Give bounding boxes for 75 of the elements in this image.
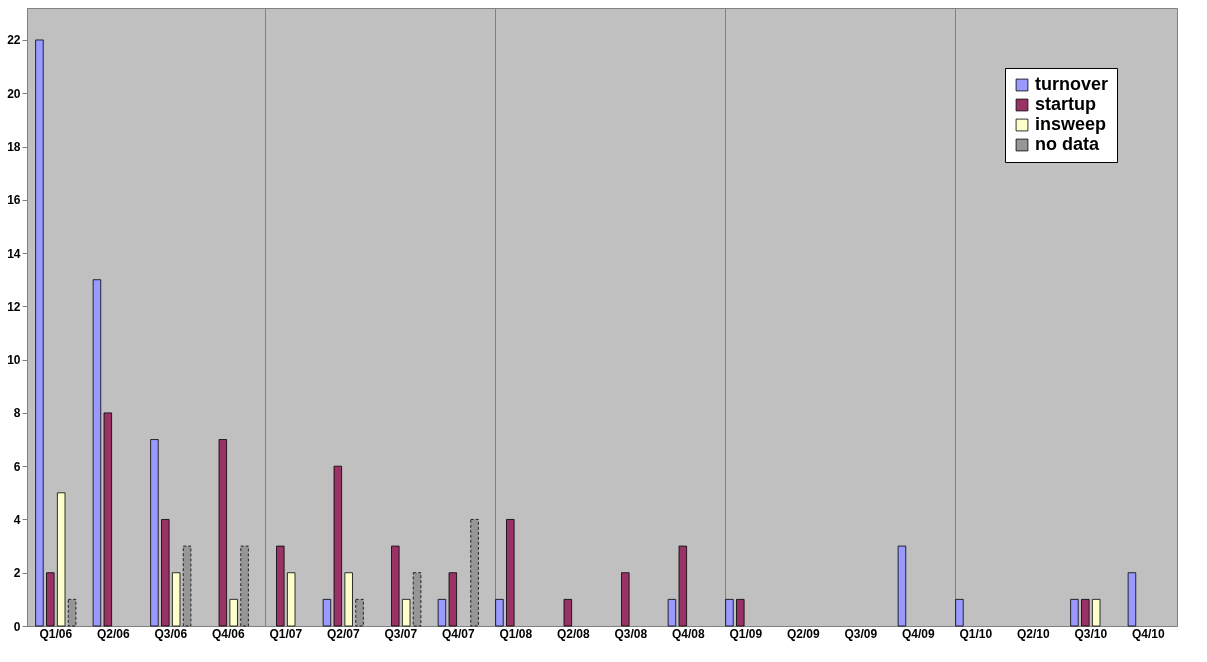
x-tick-label: Q3/07 [384,626,418,641]
y-tick-label: 10 [7,353,21,368]
bar [355,598,364,627]
bar [506,519,515,627]
bar [437,598,447,627]
bar [412,572,422,627]
bar [897,545,907,627]
x-tick-label: Q1/08 [499,626,533,641]
x-tick-label: Q3/06 [154,626,188,641]
bar [1091,598,1101,627]
bar [67,598,77,627]
legend-label: turnover [1035,74,1109,94]
x-tick-label: Q3/10 [1074,626,1108,641]
y-tick-label: 4 [13,512,21,527]
bar [276,545,285,627]
bar [322,598,332,627]
bar [448,572,458,627]
bar [171,572,181,627]
y-tick-label: 20 [7,86,21,101]
bar [286,572,296,627]
bar [150,439,159,627]
legend-label: startup [1035,94,1097,114]
bar [46,572,55,627]
bar [344,572,353,627]
x-tick-label: Q2/06 [96,626,130,641]
x-tick-label: Q3/09 [844,626,878,641]
bar [333,465,343,627]
y-tick-label: 0 [13,619,21,634]
x-tick-label: Q2/07 [326,626,360,641]
bar [161,519,170,627]
x-tick-label: Q1/10 [959,626,993,641]
x-tick-label: Q2/09 [786,626,820,641]
bar [92,279,102,627]
bar [1070,598,1079,627]
bar [725,598,734,627]
x-tick-label: Q1/06 [39,626,73,641]
y-tick-label: 8 [13,406,21,421]
y-tick-label: 12 [7,299,21,314]
bar [35,39,44,627]
y-tick-label: 22 [7,33,21,48]
bar [1081,598,1090,627]
bar [667,598,677,627]
y-tick-label: 18 [7,140,21,155]
x-tick-label: Q1/09 [729,626,763,641]
bar [240,545,249,627]
bar [182,545,192,627]
bar [621,572,630,627]
x-tick-label: Q2/08 [556,626,590,641]
bar [218,439,228,627]
y-tick-label: 14 [7,246,21,261]
x-tick-label: Q4/08 [671,626,705,641]
bar [56,492,66,627]
bar [495,598,504,627]
y-tick-label: 2 [13,566,21,581]
bar [678,545,688,627]
bar [401,598,411,627]
x-tick-label: Q4/09 [901,626,935,641]
bar [470,519,479,627]
x-tick-label: Q4/07 [441,626,475,641]
y-tick-label: 16 [7,193,21,208]
legend-label: insweep [1035,114,1107,134]
bar [391,545,400,627]
bar [103,412,113,627]
x-tick-label: Q1/07 [269,626,303,641]
x-tick-label: Q3/08 [614,626,648,641]
x-tick-label: Q4/10 [1131,626,1165,641]
bar [229,598,238,627]
y-tick-label: 6 [13,459,21,474]
bar [736,598,745,627]
bar [955,598,964,627]
bar [563,598,573,627]
x-tick-label: Q2/10 [1016,626,1050,641]
x-tick-label: Q4/06 [211,626,245,641]
legend-label: no data [1035,134,1100,154]
bar [1127,572,1137,627]
